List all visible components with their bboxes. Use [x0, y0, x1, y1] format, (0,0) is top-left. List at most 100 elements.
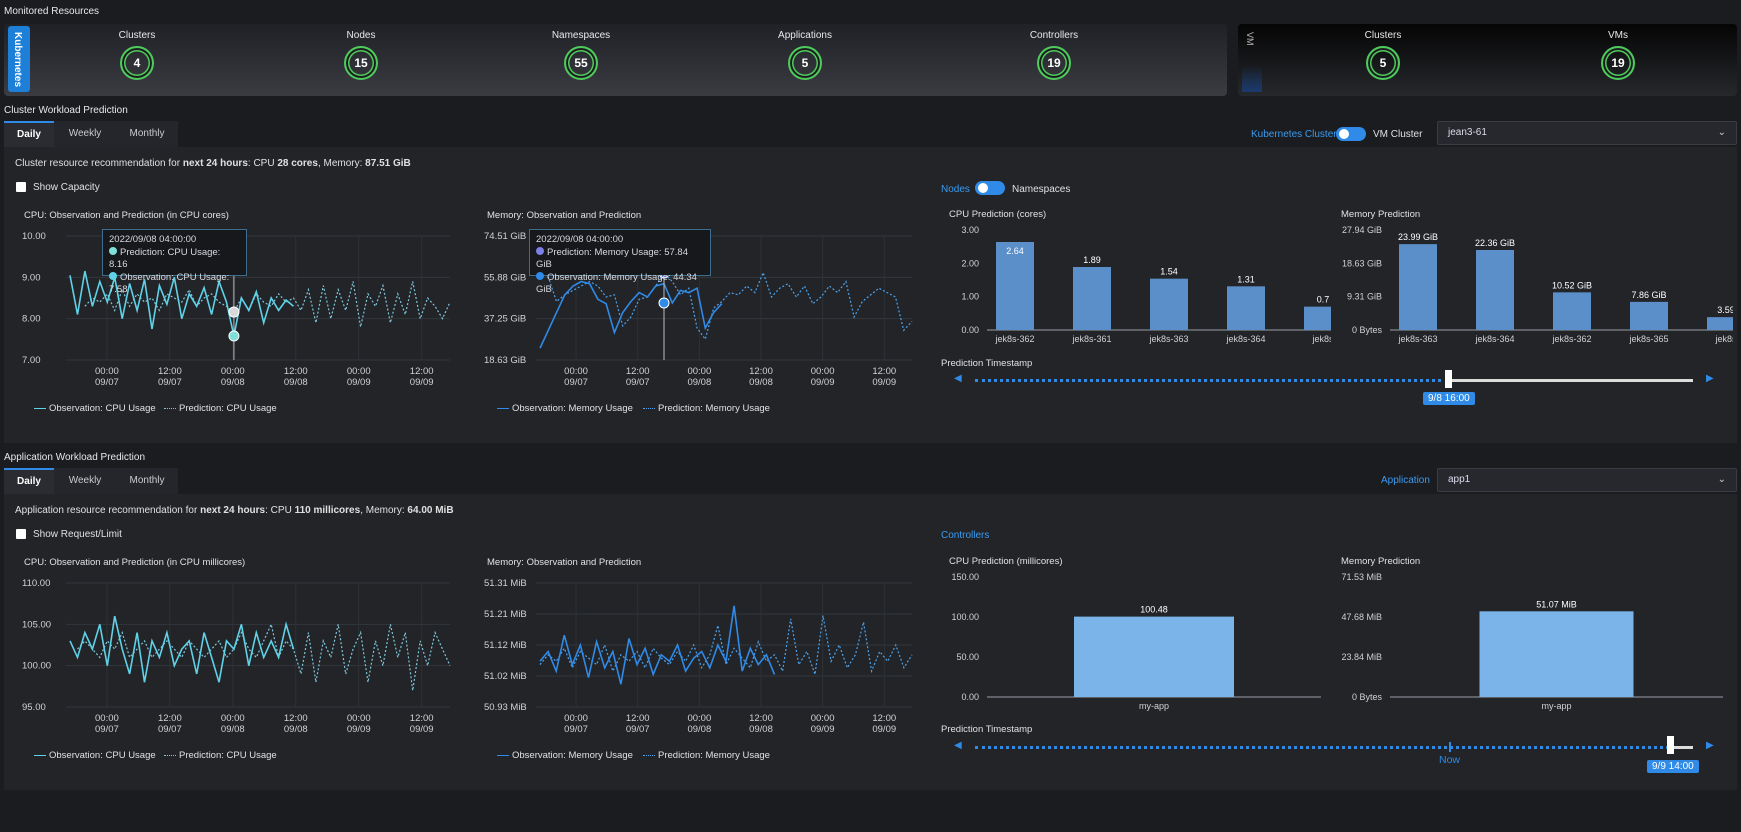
y-tick-label: 9.31 GiB — [1347, 292, 1382, 302]
chevron-down-icon: ⌄ — [1717, 127, 1726, 138]
bar-value-label: 100.48 — [1140, 605, 1168, 615]
tab-monthly[interactable]: Monthly — [116, 121, 178, 147]
metric-value: 5 — [801, 56, 809, 70]
y-tick-label: 27.94 GiB — [1342, 225, 1382, 235]
metric-vm-clusters[interactable]: Clusters 5 — [1343, 30, 1423, 80]
legend-solid-swatch — [497, 754, 509, 756]
y-tick-label: 0 Bytes — [1352, 692, 1383, 702]
y-tick-label: 50.00 — [956, 652, 979, 662]
application-select[interactable]: app1 ⌄ — [1437, 468, 1737, 492]
x-tick-label: 09/09 — [410, 724, 434, 735]
x-tick-label: 12:00 — [626, 366, 650, 377]
y-tick-label: 74.51 GiB — [484, 231, 526, 242]
x-tick-label: 09/09 — [811, 724, 835, 735]
rec-mem-prefix: , Memory: — [360, 505, 408, 516]
x-tick-label: 12:00 — [872, 366, 896, 377]
kubernetes-summary-panel: Kubernetes Clusters 4 Nodes 15 Namespaces 5… — [4, 24, 1227, 96]
timestamp-slider-handle[interactable] — [1445, 370, 1452, 388]
legend-memory-observation[interactable]: Observation: Memory Usage — [497, 403, 633, 414]
x-tick-label: 09/09 — [872, 724, 896, 735]
timestamp-track-future — [1669, 746, 1693, 749]
cluster-timestamp-title: Prediction Timestamp — [941, 358, 1033, 369]
cluster-type-toggle[interactable] — [1336, 127, 1366, 141]
controllers-label[interactable]: Controllers — [941, 530, 990, 541]
tooltip-pred-text: Prediction: Memory Usage: 57.84 GiB — [536, 246, 688, 271]
timestamp-next-icon[interactable]: ▶ — [1706, 373, 1714, 384]
vm-summary-panel: VM Clusters 5 VMs 19 — [1238, 24, 1737, 96]
cluster-recommendation-text: Cluster resource recommendation for next… — [15, 158, 411, 169]
metric-value: 15 — [354, 56, 368, 70]
metric-vms[interactable]: VMs 19 — [1578, 30, 1658, 80]
y-tick-label: 71.53 MiB — [1341, 572, 1382, 582]
metric-namespaces[interactable]: Namespaces 55 — [541, 30, 621, 80]
cluster-prediction-title: Cluster Workload Prediction — [4, 105, 128, 116]
show-capacity-checkbox[interactable] — [16, 182, 26, 192]
timestamp-value-badge: 9/8 16:00 — [1423, 392, 1475, 405]
bar-value-label: 10.52 GiB — [1552, 280, 1592, 290]
y-tick-label: 8.00 — [22, 314, 41, 325]
tab-weekly[interactable]: Weekly — [54, 468, 116, 494]
y-tick-label: 51.31 MiB — [484, 578, 527, 589]
legend-cpu-observation[interactable]: Observation: CPU Usage — [34, 403, 156, 414]
cluster-select[interactable]: jean3-61 ⌄ — [1437, 121, 1737, 145]
legend-memory-prediction[interactable]: Prediction: Memory Usage — [643, 403, 770, 414]
tab-weekly[interactable]: Weekly — [54, 121, 116, 147]
namespaces-label[interactable]: Namespaces — [1012, 184, 1071, 195]
timestamp-slider-handle[interactable] — [1667, 736, 1674, 754]
metric-nodes[interactable]: Nodes 15 — [321, 30, 401, 80]
timestamp-prev-icon[interactable]: ◀ — [954, 740, 962, 751]
cluster-cpu-tooltip: 2022/09/08 04:00:00 Prediction: CPU Usag… — [102, 229, 247, 295]
metric-label: Clusters — [1364, 30, 1402, 41]
prediction-series-line — [539, 236, 913, 341]
legend-text: Observation: CPU Usage — [49, 750, 156, 761]
nodes-label[interactable]: Nodes — [941, 184, 970, 195]
app-cpu-chart-title: CPU: Observation and Prediction (in CPU … — [24, 557, 246, 568]
legend-cpu-observation[interactable]: Observation: CPU Usage — [34, 750, 156, 761]
show-request-limit-checkbox[interactable] — [16, 529, 26, 539]
show-capacity-label[interactable]: Show Capacity — [33, 182, 100, 193]
x-tick-label: 09/07 — [626, 377, 650, 388]
cluster-select-value: jean3-61 — [1448, 127, 1487, 138]
show-request-limit-label[interactable]: Show Request/Limit — [33, 529, 122, 540]
x-tick-label: 00:00 — [811, 366, 835, 377]
app-memory-prediction-title: Memory Prediction — [1341, 556, 1421, 567]
nodes-namespaces-toggle[interactable] — [975, 181, 1005, 195]
metric-ring: 19 — [1037, 46, 1071, 80]
vm-cluster-label[interactable]: VM Cluster — [1373, 129, 1423, 140]
metric-applications[interactable]: Applications 5 — [765, 30, 845, 80]
x-tick-label: jek8s-364 — [1225, 334, 1265, 344]
x-tick-label: 12:00 — [749, 713, 773, 724]
rec-mem: 64.00 MiB — [407, 505, 454, 516]
vm-tab[interactable]: VM — [1242, 26, 1262, 92]
y-tick-label: 0.00 — [961, 692, 979, 702]
kubernetes-tab[interactable]: Kubernetes — [8, 26, 30, 92]
timestamp-track-filled — [975, 746, 1669, 749]
x-tick-label: 09/07 — [95, 377, 119, 388]
metric-clusters[interactable]: Clusters 4 — [97, 30, 177, 80]
x-tick-label: 09/07 — [95, 724, 119, 735]
bar-value-label: 22.36 GiB — [1475, 238, 1515, 248]
tab-monthly[interactable]: Monthly — [116, 468, 178, 494]
x-tick-label: jek8s-364 — [1474, 334, 1514, 344]
x-tick-label: 09/09 — [811, 377, 835, 388]
hover-prediction-point — [228, 306, 240, 318]
y-tick-label: 18.63 GiB — [1342, 258, 1382, 268]
legend-memory-observation[interactable]: Observation: Memory Usage — [497, 750, 633, 761]
metric-controllers[interactable]: Controllers 19 — [1014, 30, 1094, 80]
rec-cpu: 110 millicores — [294, 505, 361, 516]
tooltip-obs-dot — [536, 271, 544, 280]
legend-cpu-prediction[interactable]: Prediction: CPU Usage — [164, 403, 277, 414]
timestamp-prev-icon[interactable]: ◀ — [954, 373, 962, 384]
bar — [1479, 611, 1634, 697]
tooltip-pred-row: Prediction: Memory Usage: 57.84 GiB — [536, 246, 704, 272]
x-tick-label: 09/08 — [221, 724, 245, 735]
tab-daily[interactable]: Daily — [4, 468, 54, 494]
tab-daily[interactable]: Daily — [4, 121, 54, 147]
y-tick-label: 7.00 — [22, 355, 41, 366]
legend-cpu-prediction[interactable]: Prediction: CPU Usage — [164, 750, 277, 761]
legend-memory-prediction[interactable]: Prediction: Memory Usage — [643, 750, 770, 761]
app-cpu-bar-chart: 150.00 100.00 50.00 0.00 100.48 my-app — [951, 572, 1321, 711]
kubernetes-cluster-label[interactable]: Kubernetes Cluster — [1251, 129, 1337, 140]
timestamp-next-icon[interactable]: ▶ — [1706, 740, 1714, 751]
bar — [1227, 286, 1265, 330]
